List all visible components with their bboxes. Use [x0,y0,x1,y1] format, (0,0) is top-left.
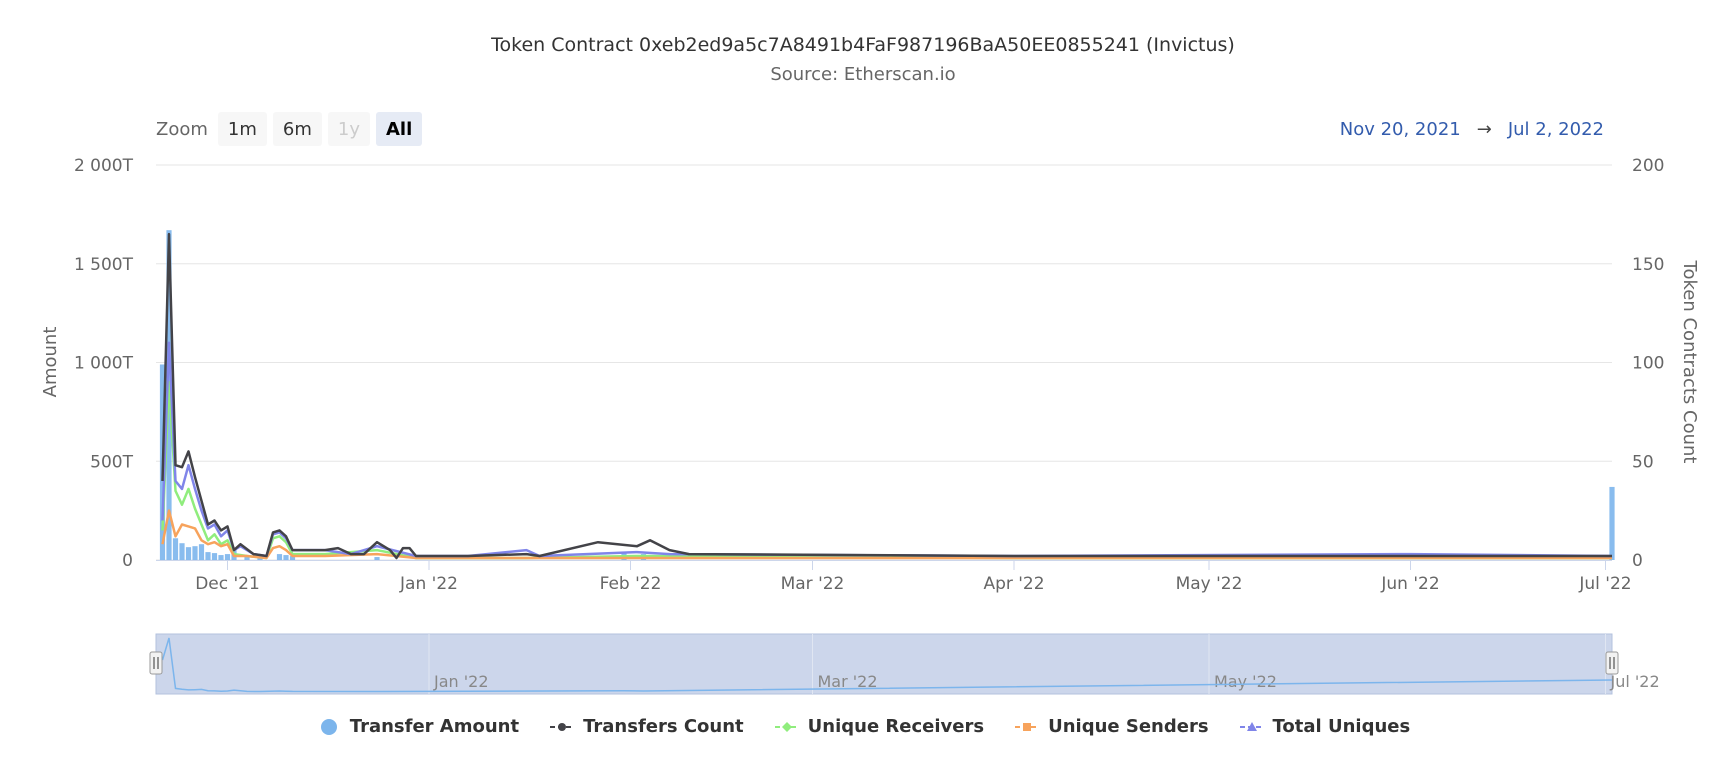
chart-subtitle: Source: Etherscan.io [770,64,956,85]
y-left-tick-label: 500T [90,452,133,472]
x-tick-label: Jul '22 [1578,574,1631,594]
y-left-tick-label: 2 000T [74,156,134,176]
line-circle-marker-icon [550,722,575,731]
navigator-selection [155,633,1613,695]
x-tick-label: Feb '22 [600,574,662,594]
legend-total-uniques[interactable]: Total Uniques [1239,716,1411,737]
legend-label: Unique Senders [1048,716,1209,737]
transfer-amount-bar [192,546,198,560]
range-to-input[interactable]: Jul 2, 2022 [1507,118,1604,140]
legend-transfer-amount[interactable]: Transfer Amount [316,716,519,737]
navigator-series-line [161,637,1613,693]
transfer-amount-bar [198,544,205,560]
navigator-right-handle[interactable] [1605,651,1619,675]
x-tick-label: Jan '22 [399,574,458,594]
transfer-amount-bar [276,554,283,560]
legend-label: Transfers Count [583,716,744,737]
chart-title: Token Contract 0xeb2ed9a5c7A8491b4FaF987… [491,34,1235,56]
line-diamond-marker-icon [774,721,799,732]
zoom-1y-button: 1y [327,112,370,146]
legend-label: Unique Receivers [807,716,985,737]
handle-grip [1605,651,1619,675]
transfer-amount-bar [179,543,185,560]
y-right-tick-label: 50 [1632,452,1654,472]
navigator-tick-label: Mar '22 [818,672,878,691]
zoom-all-button[interactable]: All [376,112,423,146]
line-square-marker-icon [1015,722,1040,731]
navigator-tick-label: Jan '22 [433,672,489,691]
transfer-amount-bar [374,557,380,560]
legend-transfers-count[interactable]: Transfers Count [549,716,744,737]
transfer-amount-bar [205,552,211,560]
handle-grip [149,651,163,675]
x-tick-label: Apr '22 [983,574,1044,594]
date-range-display: Nov 20, 2021 → Jul 2, 2022 [1340,112,1604,146]
y-right-axis-title: Token Contracts Count [1679,260,1700,464]
transfer-amount-bar [224,554,231,560]
x-tick-label: Jun '22 [1380,574,1439,594]
transfers-count-line [161,232,1612,560]
transfer-amount-bar [283,555,289,560]
unique-senders-line [161,509,1612,560]
legend-label: Transfer Amount [349,716,520,737]
navigator-left-handle[interactable] [149,651,163,675]
transfer-amount-bar [172,538,179,560]
y-left-tick-label: 1 000T [74,354,134,374]
y-left-tick-label: 0 [122,551,133,571]
zoom-6m-button[interactable]: 6m [272,112,322,146]
transfer-amount-bar [244,556,250,560]
navigator-tick-label: May '22 [1214,672,1277,691]
y-left-tick-label: 1 500T [74,255,134,275]
y-right-tick-label: 100 [1632,354,1664,374]
transfer-amount-bar [218,555,224,560]
transfer-amount-bar [185,547,192,560]
transfer-amount-bar [1609,486,1615,560]
zoom-1m-button[interactable]: 1m [217,112,267,146]
total-uniques-line [161,341,1613,558]
range-from-input[interactable]: Nov 20, 2021 [1339,118,1461,140]
transfer-amount-bar [289,556,296,560]
line-triangle-marker-icon [1239,721,1264,731]
y-right-tick-label: 150 [1632,255,1664,275]
navigator-tick-label: Jul '22 [1610,672,1660,691]
y-left-axis-title: Amount [40,327,61,398]
zoom-label: Zoom [156,118,208,140]
y-right-tick-label: 200 [1632,156,1664,176]
circle-marker-icon [320,718,337,735]
range-arrow: → [1476,118,1492,140]
x-tick-label: Dec '21 [195,574,260,594]
x-tick-label: Mar '22 [781,574,845,594]
unique-receivers-line [161,381,1612,560]
transfer-amount-bar [211,553,218,560]
legend: Transfer Amount Transfers Count Unique R… [0,716,1726,737]
zoom-selector: Zoom 1m 6m 1y All [156,112,423,146]
x-tick-label: May '22 [1176,574,1243,594]
y-right-tick-label: 0 [1632,551,1643,571]
legend-unique-senders[interactable]: Unique Senders [1014,716,1209,737]
legend-unique-receivers[interactable]: Unique Receivers [774,716,984,737]
legend-label: Total Uniques [1272,716,1411,737]
